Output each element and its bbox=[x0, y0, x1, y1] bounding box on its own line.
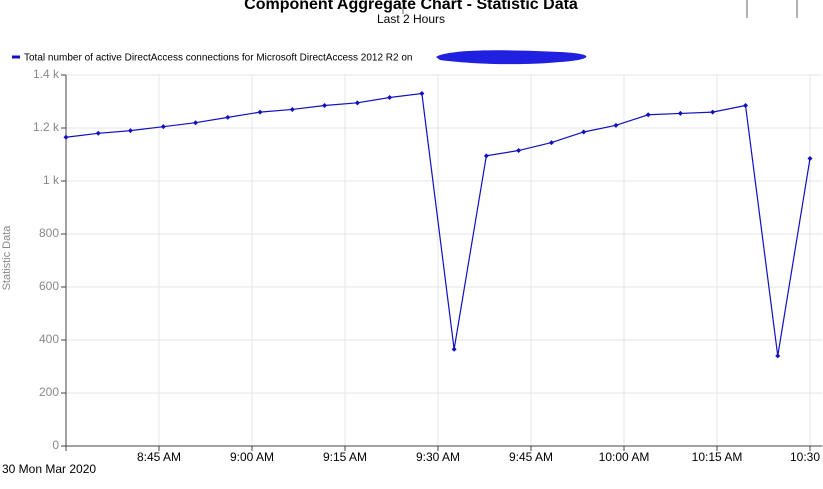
point bbox=[193, 120, 199, 126]
point bbox=[710, 109, 716, 115]
y-tick-label: 0 bbox=[52, 438, 59, 452]
point bbox=[354, 100, 360, 106]
point bbox=[516, 148, 522, 154]
redaction bbox=[436, 50, 587, 65]
chart-subtitle: Last 2 Hours bbox=[377, 12, 445, 26]
point bbox=[775, 353, 781, 359]
x-tick-label: 9:00 AM bbox=[230, 450, 274, 464]
x-tick-label: 30 Mon Mar 2020 bbox=[2, 462, 96, 476]
point bbox=[63, 134, 69, 140]
chart-title: Component Aggregate Chart - Statistic Da… bbox=[244, 0, 578, 13]
point bbox=[322, 102, 328, 108]
point bbox=[127, 128, 133, 134]
point bbox=[95, 130, 101, 136]
point bbox=[257, 109, 263, 115]
y-tick-label: 400 bbox=[39, 332, 59, 346]
point bbox=[677, 110, 683, 116]
x-tick-label: 10:15 AM bbox=[692, 450, 743, 464]
point bbox=[160, 124, 166, 130]
point bbox=[387, 95, 393, 101]
y-tick-label: 800 bbox=[39, 226, 59, 240]
point bbox=[743, 102, 749, 108]
point bbox=[419, 91, 425, 97]
point bbox=[581, 129, 587, 135]
point bbox=[483, 153, 489, 159]
point bbox=[451, 346, 457, 352]
x-tick-label: 10:00 AM bbox=[599, 450, 650, 464]
y-tick-label: 1.2 k bbox=[33, 120, 60, 134]
legend-label: Total number of active DirectAccess conn… bbox=[24, 53, 413, 64]
point bbox=[225, 114, 231, 120]
point bbox=[548, 140, 554, 146]
x-tick-label: 9:45 AM bbox=[509, 450, 553, 464]
series-line bbox=[65, 92, 811, 356]
point bbox=[645, 112, 651, 118]
x-tick-label: 8:45 AM bbox=[137, 450, 181, 464]
x-tick-label: 9:30 AM bbox=[416, 450, 460, 464]
point bbox=[289, 106, 295, 112]
y-tick-label: 200 bbox=[39, 385, 59, 399]
point bbox=[807, 155, 813, 161]
x-tick-label: 9:15 AM bbox=[323, 450, 367, 464]
y-axis-label: Statistic Data bbox=[1, 225, 13, 291]
y-tick-label: 1.4 k bbox=[33, 67, 60, 81]
y-tick-label: 1 k bbox=[43, 173, 60, 187]
y-tick-label: 600 bbox=[39, 279, 59, 293]
x-tick-label: 10:30 A bbox=[790, 450, 823, 464]
point bbox=[613, 122, 619, 128]
